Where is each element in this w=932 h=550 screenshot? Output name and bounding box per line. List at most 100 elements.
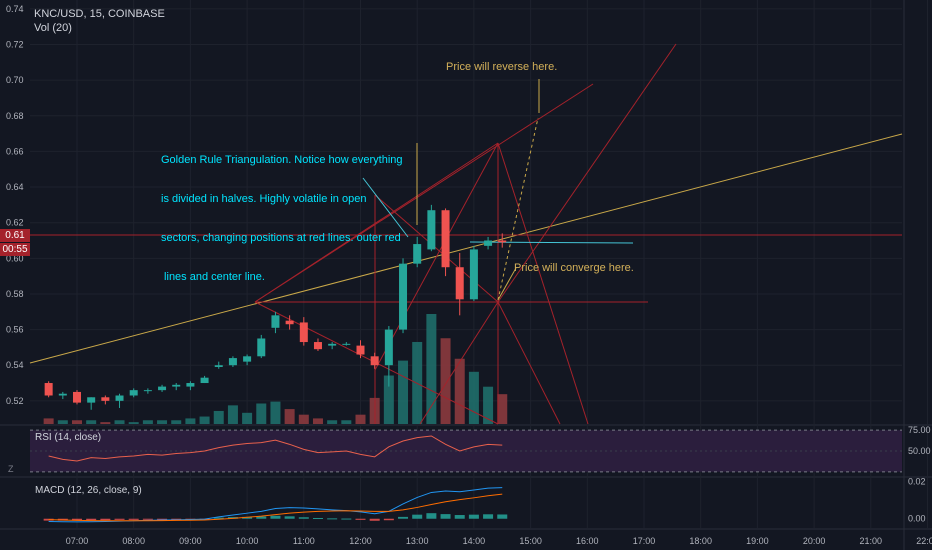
time-tick-label: 20:00: [803, 536, 826, 546]
time-tick-label: 07:00: [66, 536, 89, 546]
macd-histogram-bar: [341, 518, 352, 520]
macd-legend: MACD (12, 26, close, 9): [35, 485, 142, 496]
rsi-line: [48, 435, 503, 462]
volume-bar: [440, 338, 451, 424]
volume-bar: [426, 314, 437, 424]
macd-histogram-bar: [284, 516, 295, 519]
time-tick-label: 12:00: [349, 536, 372, 546]
price-tick-label: 0.74: [6, 4, 24, 14]
price-tick-label: 0.54: [6, 360, 24, 370]
price-tick-label: 0.58: [6, 289, 24, 299]
volume-bar: [312, 418, 323, 424]
time-tick-label: 14:00: [463, 536, 486, 546]
projection-dashed: [497, 117, 539, 301]
last-price-tag: 0.61: [0, 229, 30, 242]
macd-histogram-bar: [157, 518, 168, 520]
time-axis[interactable]: 07:00 08:00 09:00 10:00 11:00 12:00 13:00 14:00…: [66, 536, 932, 546]
volume-bar: [270, 401, 281, 424]
macd-histogram-bar: [213, 517, 224, 519]
volume-bar: [72, 420, 82, 424]
candle-body: [399, 263, 408, 330]
price-tick-label: 0.62: [6, 218, 24, 228]
macd-histogram-bar: [369, 518, 380, 521]
volume-bar: [185, 418, 196, 424]
macd-signal-line: [48, 493, 503, 522]
macd-histogram-bar: [383, 518, 394, 521]
candle-body: [370, 356, 379, 366]
volume-bar: [199, 416, 210, 424]
volume-bar: [454, 358, 465, 424]
volume-bar: [128, 422, 139, 424]
volume-bar: [86, 420, 97, 424]
macd-histogram-bar: [100, 518, 111, 521]
macd-histogram-bar: [483, 514, 494, 519]
volume-bar: [57, 420, 68, 424]
macd-histogram-bar: [72, 518, 82, 521]
candle-body: [172, 384, 181, 387]
horizontal-ray: [469, 241, 634, 244]
annotation-golden-rule-line: lines and center line.: [161, 271, 265, 283]
zoom-button[interactable]: Z: [8, 464, 14, 474]
annotation-golden-rule: Golden Rule Triangulation. Notice how ev…: [161, 128, 403, 297]
macd-histogram-bar: [86, 518, 97, 521]
price-tick-label: 0.64: [6, 182, 24, 192]
macd-histogram-bar: [497, 514, 508, 519]
candle-body: [384, 329, 393, 366]
time-tick-label: 09:00: [179, 536, 202, 546]
macd-histogram-bar: [114, 518, 125, 520]
macd-histogram-bar: [327, 518, 338, 520]
volume-bar: [298, 414, 309, 424]
candle-body: [441, 210, 450, 268]
price-tick-label: 0.52: [6, 396, 24, 406]
trend-line: [29, 133, 903, 364]
price-tick-label: 0.68: [6, 111, 24, 121]
macd-histogram-bar: [242, 516, 253, 519]
price-tick-label: 0.60: [6, 253, 24, 263]
macd-histogram-bar: [43, 518, 54, 521]
candlesticks: [44, 204, 507, 410]
triangle-line: [419, 301, 499, 425]
volume-bar: [114, 420, 125, 424]
annotation-converge: Price will converge here.: [514, 262, 634, 274]
candle-body: [158, 386, 167, 391]
candle-body: [299, 322, 308, 343]
candle-body: [87, 397, 96, 403]
volume-bar: [497, 394, 508, 424]
price-tick-label: 0.56: [6, 325, 24, 335]
triangle-line: [497, 142, 589, 425]
time-tick-label: 22:00: [916, 536, 932, 546]
candle-body: [427, 210, 436, 250]
macd-histogram-bar: [355, 518, 366, 520]
countdown-tag: 00:55: [0, 243, 30, 256]
annotation-golden-rule-line: sectors, changing positions at red lines…: [161, 232, 401, 244]
volume-bar: [341, 420, 352, 424]
time-tick-label: 21:00: [860, 536, 883, 546]
macd-tick-label: 0.02: [908, 477, 926, 487]
candle-body: [143, 390, 152, 392]
price-tick-label: 0.66: [6, 146, 24, 156]
volume-bar: [227, 405, 238, 424]
callout-line: [362, 177, 409, 238]
rsi-tick-label: 75.00: [908, 425, 931, 435]
symbol-title: KNC/USD, 15, COINBASE: [34, 8, 165, 20]
macd-pane: 0.02 0.00: [43, 477, 926, 524]
triangle-line: [254, 142, 499, 303]
volume-bar: [157, 420, 168, 424]
price-tick-label: 0.72: [6, 40, 24, 50]
volume-bar: [468, 371, 479, 424]
price-axis[interactable]: 0.52 0.54 0.56 0.58 0.60 0.62 0.64 0.66 0.68 0.70…: [6, 4, 24, 406]
candle-body: [58, 393, 67, 396]
macd-histogram-bar: [468, 514, 479, 519]
candle-body: [328, 343, 337, 346]
candle-body: [498, 240, 507, 243]
price-tick-label: 0.70: [6, 75, 24, 85]
volume-bar: [43, 418, 54, 424]
volume-bar: [213, 410, 224, 424]
volume-bar: [483, 386, 494, 424]
rsi-tick-label: 50.00: [908, 446, 931, 456]
macd-histogram-bar: [142, 518, 153, 520]
callout-line: [497, 267, 517, 301]
macd-histogram-bar: [171, 518, 182, 520]
macd-histogram-bar: [128, 518, 139, 520]
